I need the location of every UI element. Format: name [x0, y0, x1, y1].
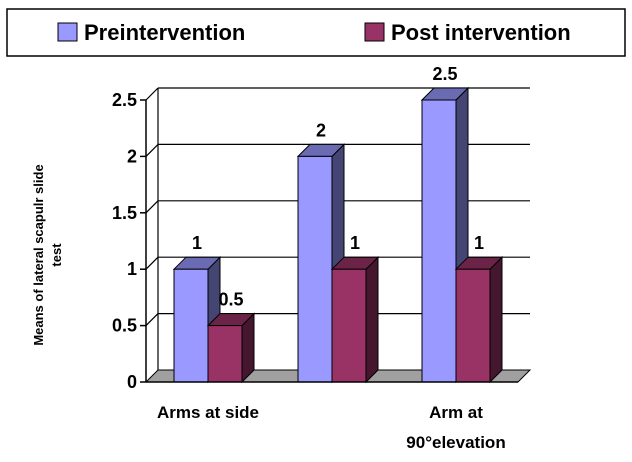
bar: [297, 155, 333, 383]
gridline-side: [145, 87, 159, 101]
data-label: 1: [474, 233, 484, 253]
bar: [455, 268, 491, 383]
bar: [207, 325, 243, 383]
y-tick-label: 1: [127, 259, 137, 279]
legend-label-post-intervention: Post intervention: [391, 20, 571, 45]
bar: [173, 268, 209, 383]
data-label: 2: [316, 120, 326, 140]
gridline-side: [145, 200, 159, 214]
legend-frame: [6, 8, 626, 57]
legend: Preintervention Post intervention: [6, 8, 626, 57]
gridline-side: [145, 143, 159, 157]
y-tick-label: 0.5: [112, 316, 137, 336]
y-axis-title-line-1: Means of lateral scapulr slide: [31, 164, 46, 345]
bar-side: [365, 255, 379, 384]
bar-side: [489, 255, 503, 384]
y-tick-label: 1.5: [112, 203, 137, 223]
data-label: 2.5: [432, 64, 457, 84]
bar: [421, 99, 457, 383]
y-axis-title-line-2: test: [49, 243, 64, 267]
y-tick-label: 2.5: [112, 90, 137, 110]
legend-swatch-post-intervention: [364, 22, 385, 42]
legend-swatch-preintervention: [57, 22, 78, 42]
data-label: 0.5: [218, 290, 243, 310]
bar: [331, 268, 367, 383]
gridline-side: [145, 256, 159, 270]
x-tick-label: Arm at: [429, 403, 483, 422]
data-label: 1: [192, 233, 202, 253]
y-axis-title: Means of lateral scapulr slide test: [31, 164, 64, 345]
legend-label-preintervention: Preintervention: [84, 20, 245, 45]
y-tick-label: 2: [127, 146, 137, 166]
data-label: 1: [350, 233, 360, 253]
gridline-side: [145, 313, 159, 327]
y-tick-label: 0: [127, 372, 137, 392]
x-tick-label: Arms at side: [157, 403, 259, 422]
x-tick-label: 90°elevation: [406, 433, 505, 452]
plot-area: 0 0.5 1 1.5 2 2.5 1 2 2.5 0.5 1 1 Arms at side Arm at…: [112, 64, 532, 452]
